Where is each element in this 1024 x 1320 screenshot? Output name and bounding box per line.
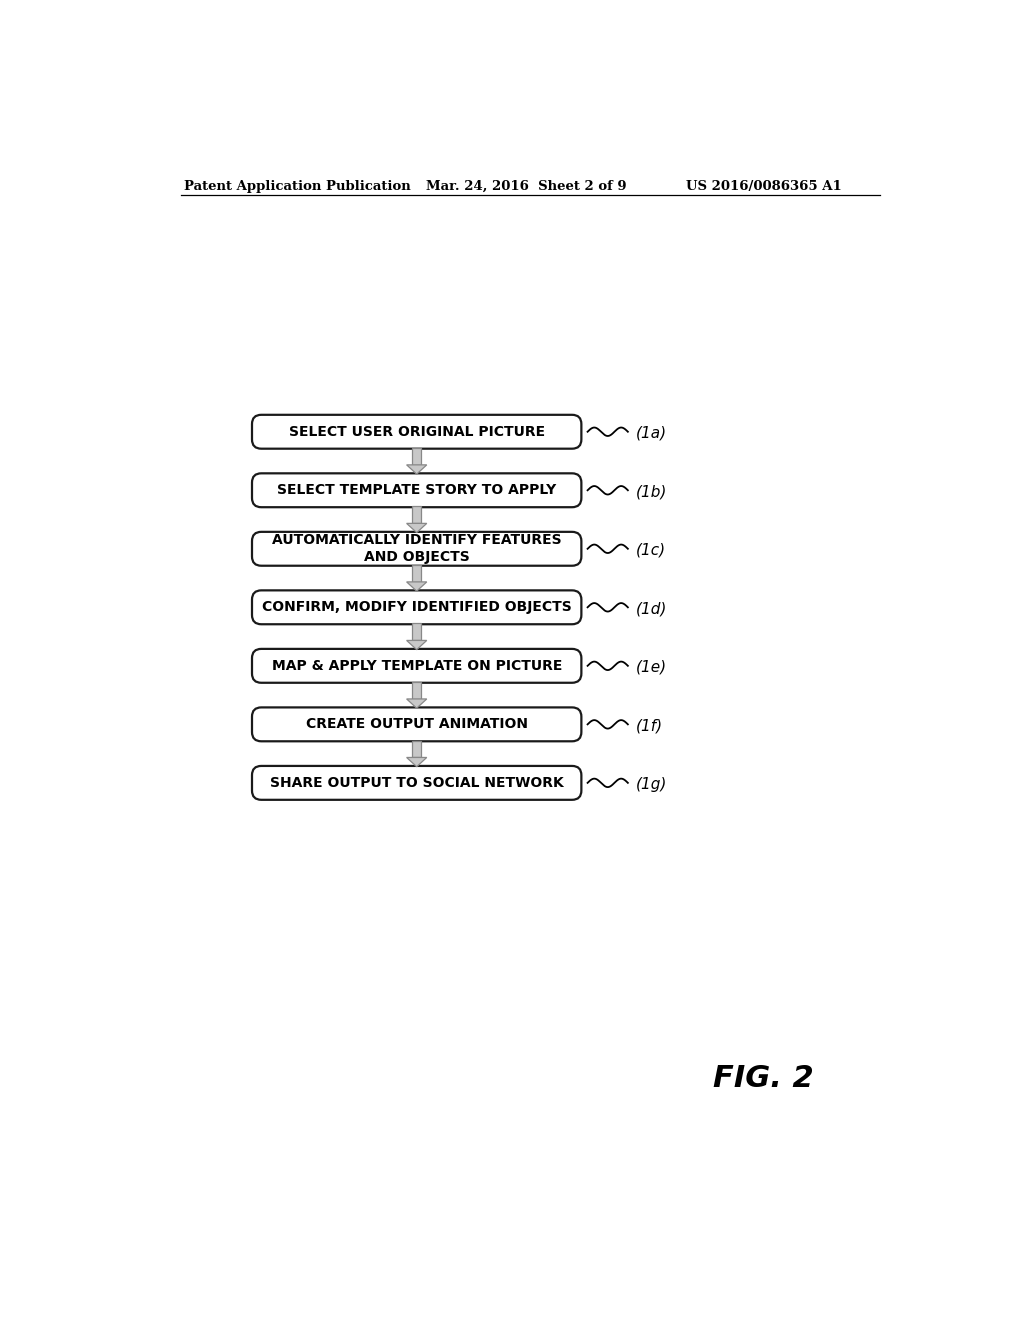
Polygon shape (407, 582, 427, 591)
Text: MAP & APPLY TEMPLATE ON PICTURE: MAP & APPLY TEMPLATE ON PICTURE (271, 659, 562, 673)
Polygon shape (412, 682, 421, 700)
FancyBboxPatch shape (252, 474, 582, 507)
Polygon shape (412, 741, 421, 758)
Text: (1e): (1e) (636, 660, 667, 675)
Text: (1c): (1c) (636, 543, 666, 558)
Text: FIG. 2: FIG. 2 (713, 1064, 814, 1093)
Text: (1a): (1a) (636, 426, 667, 441)
FancyBboxPatch shape (252, 590, 582, 624)
Text: SELECT USER ORIGINAL PICTURE: SELECT USER ORIGINAL PICTURE (289, 425, 545, 438)
Polygon shape (412, 623, 421, 640)
Polygon shape (407, 700, 427, 708)
Text: US 2016/0086365 A1: US 2016/0086365 A1 (686, 180, 842, 193)
Polygon shape (412, 447, 421, 465)
Text: CREATE OUTPUT ANIMATION: CREATE OUTPUT ANIMATION (306, 717, 527, 731)
Text: (1d): (1d) (636, 602, 667, 616)
Text: CONFIRM, MODIFY IDENTIFIED OBJECTS: CONFIRM, MODIFY IDENTIFIED OBJECTS (262, 601, 571, 614)
Text: AUTOMATICALLY IDENTIFY FEATURES
AND OBJECTS: AUTOMATICALLY IDENTIFY FEATURES AND OBJE… (272, 533, 561, 565)
Polygon shape (407, 758, 427, 767)
Polygon shape (407, 640, 427, 649)
Polygon shape (412, 565, 421, 582)
FancyBboxPatch shape (252, 414, 582, 449)
Polygon shape (407, 465, 427, 474)
Text: (1f): (1f) (636, 718, 663, 734)
FancyBboxPatch shape (252, 532, 582, 566)
Text: SELECT TEMPLATE STORY TO APPLY: SELECT TEMPLATE STORY TO APPLY (278, 483, 556, 498)
Text: Mar. 24, 2016  Sheet 2 of 9: Mar. 24, 2016 Sheet 2 of 9 (426, 180, 627, 193)
Polygon shape (412, 507, 421, 524)
Polygon shape (407, 524, 427, 532)
FancyBboxPatch shape (252, 649, 582, 682)
FancyBboxPatch shape (252, 766, 582, 800)
Text: (1g): (1g) (636, 777, 667, 792)
Text: (1b): (1b) (636, 484, 667, 499)
Text: SHARE OUTPUT TO SOCIAL NETWORK: SHARE OUTPUT TO SOCIAL NETWORK (269, 776, 563, 789)
FancyBboxPatch shape (252, 708, 582, 742)
Text: Patent Application Publication: Patent Application Publication (183, 180, 411, 193)
